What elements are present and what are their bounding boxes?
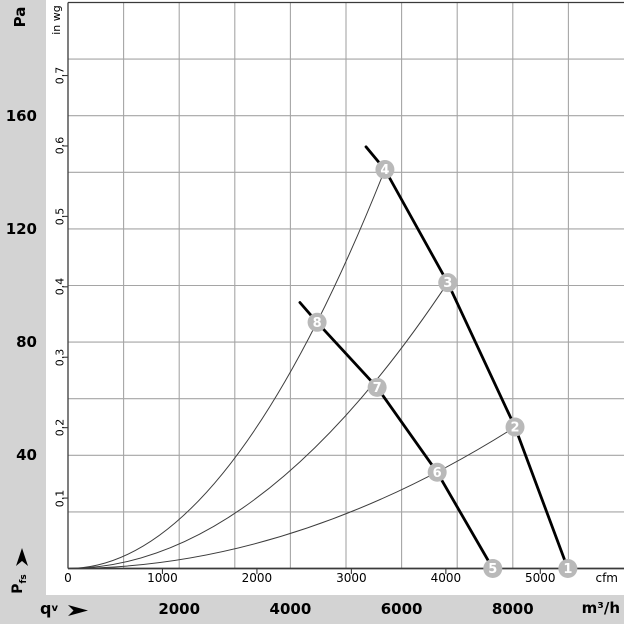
inwg-tick-label-0.2: 0.2 bbox=[53, 418, 67, 437]
cfm-tick-label-2000: 2000 bbox=[241, 571, 273, 585]
cfm-tick-label-1000: 1000 bbox=[147, 571, 178, 585]
inwg-tick-label-0.6: 0.6 bbox=[53, 137, 67, 155]
pfs-axis-label: Pfs bbox=[10, 571, 29, 597]
qv-right-arrow-icon bbox=[67, 602, 88, 621]
marker-label-7: 7 bbox=[373, 381, 382, 396]
pfs-up-arrow-icon bbox=[15, 548, 29, 570]
marker-label-3: 3 bbox=[443, 276, 452, 291]
marker-circle-2 bbox=[505, 417, 525, 437]
inwg-tick-label-0.4: 0.4 bbox=[53, 278, 67, 296]
marker-circle-8 bbox=[307, 312, 327, 332]
system-curve-to-3 bbox=[67, 282, 449, 569]
m3h-tick-label-8000: 8000 bbox=[491, 600, 534, 618]
marker-label-6: 6 bbox=[433, 466, 442, 481]
m3h-tick-label-6000: 6000 bbox=[380, 600, 423, 618]
marker-circle-6 bbox=[427, 462, 447, 482]
cfm-unit-label: cfm bbox=[595, 571, 618, 585]
marker-circle-1 bbox=[558, 559, 578, 578]
qv-subscript: v bbox=[51, 603, 58, 614]
cfm-tick-label-0: 0 bbox=[64, 571, 72, 585]
cfm-tick-label-3000: 3000 bbox=[336, 571, 367, 585]
marker-circle-5 bbox=[483, 559, 503, 578]
marker-circle-7 bbox=[367, 377, 387, 397]
system-curve-to-4 bbox=[67, 169, 386, 569]
marker-label-5: 5 bbox=[488, 562, 497, 577]
marker-label-4: 4 bbox=[380, 163, 389, 178]
cfm-tick-label-5000: 5000 bbox=[525, 571, 556, 585]
pa-tick-label-120: 120 bbox=[5, 219, 37, 238]
plot-area-background bbox=[46, 0, 624, 595]
fan-curve-high-speed bbox=[364, 145, 570, 570]
marker-circle-3 bbox=[438, 273, 458, 293]
pa-tick-label-80: 80 bbox=[16, 333, 37, 352]
m3h-unit-label: m³/h bbox=[581, 599, 620, 617]
inwg-axis-unit-label: in wg bbox=[50, 5, 63, 35]
m3h-tick-label-2000: 2000 bbox=[158, 600, 201, 618]
inwg-tick-label-0.5: 0.5 bbox=[53, 207, 67, 226]
inwg-tick-label-0.7: 0.7 bbox=[53, 66, 67, 85]
pfs-symbol: P bbox=[10, 583, 26, 594]
m3h-tick-label-4000: 4000 bbox=[269, 600, 312, 618]
inwg-tick-label-0.1: 0.1 bbox=[53, 489, 67, 507]
marker-label-8: 8 bbox=[313, 316, 322, 331]
pa-axis-unit-label: Pa bbox=[11, 6, 29, 28]
inwg-tick-label-0.3: 0.3 bbox=[53, 348, 67, 366]
marker-circle-4 bbox=[375, 159, 395, 179]
pfs-subscript: fs bbox=[18, 574, 29, 584]
pa-tick-label-40: 40 bbox=[16, 446, 37, 465]
system-curve-to-2 bbox=[67, 426, 516, 569]
marker-label-2: 2 bbox=[511, 421, 520, 436]
marker-label-1: 1 bbox=[563, 562, 572, 577]
cfm-tick-label-4000: 4000 bbox=[430, 571, 462, 585]
pa-tick-label-160: 160 bbox=[5, 106, 37, 125]
qv-symbol: q bbox=[40, 599, 52, 618]
